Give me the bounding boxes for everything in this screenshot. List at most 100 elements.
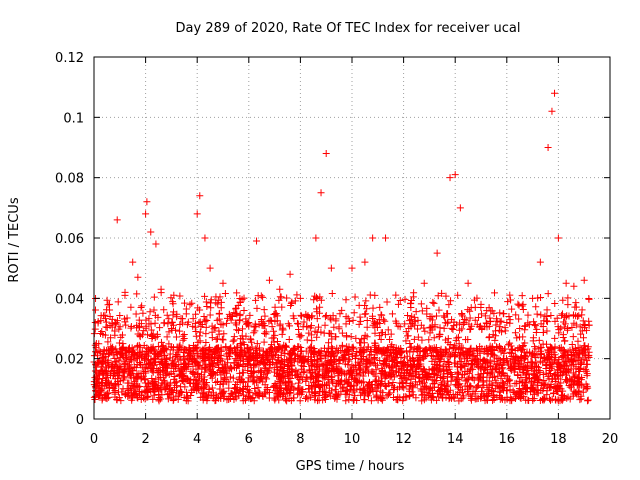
data-point	[308, 388, 316, 396]
data-point	[181, 383, 189, 391]
data-point	[497, 317, 505, 325]
data-point	[355, 301, 363, 309]
data-point	[530, 395, 538, 403]
data-point	[146, 360, 154, 368]
data-point	[331, 356, 339, 364]
data-point	[303, 393, 311, 401]
data-point	[419, 374, 427, 382]
data-point	[456, 204, 464, 212]
data-point	[157, 338, 165, 346]
data-point	[296, 333, 304, 341]
data-point	[441, 313, 449, 321]
data-point	[113, 368, 121, 376]
data-point	[288, 351, 296, 359]
data-point	[283, 294, 291, 302]
data-point	[220, 394, 228, 402]
data-point	[152, 240, 160, 248]
data-point	[102, 356, 110, 364]
data-point	[138, 347, 146, 355]
data-point	[365, 351, 373, 359]
data-point	[575, 350, 583, 358]
data-point	[182, 310, 190, 318]
data-point	[418, 336, 426, 344]
data-point	[223, 319, 231, 327]
data-point	[482, 319, 490, 327]
data-point	[253, 237, 261, 245]
data-point	[535, 367, 543, 375]
data-point	[225, 378, 233, 386]
data-point	[494, 372, 502, 380]
data-point	[444, 381, 452, 389]
data-point	[191, 344, 199, 352]
data-point	[369, 234, 377, 242]
data-point	[207, 365, 215, 373]
data-point	[500, 349, 508, 357]
data-point	[322, 150, 330, 158]
data-point	[114, 377, 122, 385]
data-point	[265, 317, 273, 325]
data-point	[152, 381, 160, 389]
data-point	[143, 198, 151, 206]
data-point	[501, 327, 509, 335]
data-point	[447, 370, 455, 378]
data-point	[117, 397, 125, 405]
data-point	[195, 377, 203, 385]
data-point	[420, 365, 428, 373]
data-point	[387, 364, 395, 372]
data-point	[170, 364, 178, 372]
data-point	[564, 294, 572, 302]
data-point	[169, 346, 177, 354]
data-point	[580, 342, 588, 350]
data-point	[311, 391, 319, 399]
data-point	[135, 324, 143, 332]
data-point	[402, 337, 410, 345]
data-point	[515, 344, 523, 352]
data-point	[92, 306, 100, 314]
data-point	[103, 296, 111, 304]
data-point	[453, 380, 461, 388]
data-point	[529, 334, 537, 342]
data-point	[326, 392, 334, 400]
data-point	[141, 355, 149, 363]
data-point	[187, 352, 195, 360]
data-point	[326, 314, 334, 322]
data-point	[157, 348, 165, 356]
data-point	[360, 384, 368, 392]
data-point	[186, 301, 194, 309]
data-point	[100, 346, 108, 354]
data-point	[528, 350, 536, 358]
data-point	[348, 350, 356, 358]
data-point	[116, 323, 124, 331]
data-point	[91, 395, 99, 403]
data-point	[371, 323, 379, 331]
data-point	[551, 89, 559, 97]
data-point	[297, 332, 305, 340]
data-point	[471, 388, 479, 396]
data-point	[584, 396, 592, 404]
data-point	[338, 376, 346, 384]
data-point	[170, 375, 178, 383]
data-point	[263, 375, 271, 383]
data-point	[328, 365, 336, 373]
data-point	[516, 361, 524, 369]
data-point	[389, 346, 397, 354]
data-point	[128, 381, 136, 389]
data-point	[164, 320, 172, 328]
data-point	[251, 384, 259, 392]
data-point	[295, 384, 303, 392]
data-point	[202, 323, 210, 331]
data-point	[392, 319, 400, 327]
data-point	[448, 316, 456, 324]
data-point	[321, 321, 329, 329]
data-point	[296, 397, 304, 405]
data-point	[254, 384, 262, 392]
data-point	[326, 358, 334, 366]
data-point	[206, 264, 214, 272]
data-point	[173, 343, 181, 351]
data-point	[349, 386, 357, 394]
data-point	[543, 361, 551, 369]
data-point	[200, 390, 208, 398]
data-point	[104, 338, 112, 346]
data-point	[426, 385, 434, 393]
data-point	[112, 345, 120, 353]
